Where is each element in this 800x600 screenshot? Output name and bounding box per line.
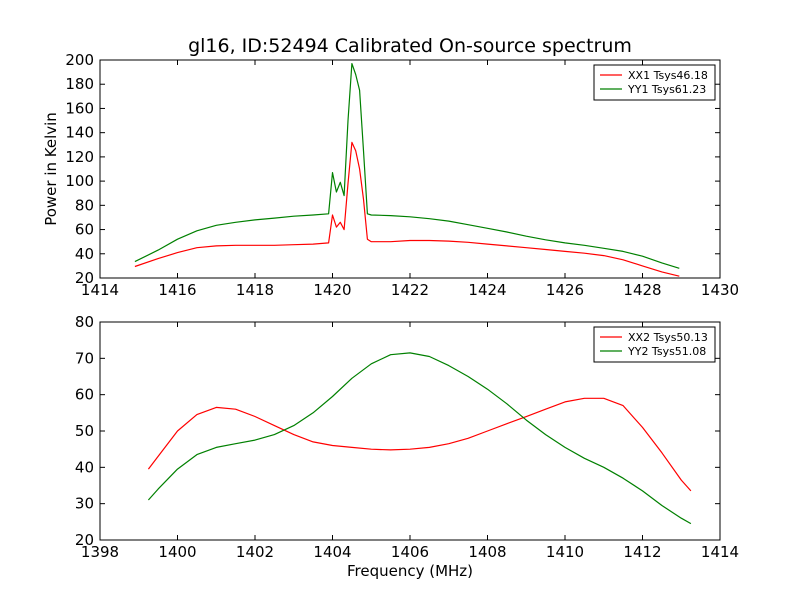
top-y-tick-label: 60 <box>75 221 94 239</box>
bottom-y-tick-label: 20 <box>75 531 94 549</box>
top-x-tick-label: 1426 <box>546 281 584 299</box>
top-chart-title: gl16, ID:52494 Calibrated On-source spec… <box>188 35 632 57</box>
bottom-y-tick-label: 60 <box>75 386 94 404</box>
top-y-tick-label: 20 <box>75 269 94 287</box>
bottom-x-tick-label: 1404 <box>313 543 351 561</box>
top-legend-label-1: XX1 Tsys46.18 <box>628 69 708 82</box>
top-series-line-1 <box>134 141 680 277</box>
bottom-subplot: Frequency (MHz) 1398 1400 1402 1404 1406 1408… <box>75 313 739 580</box>
bottom-y-tick-label: 30 <box>75 495 94 513</box>
top-y-tick-label: 100 <box>65 172 94 190</box>
top-x-tick-label: 1422 <box>391 281 429 299</box>
top-y-tick-label: 140 <box>65 124 94 142</box>
bottom-x-tick-label: 1406 <box>391 543 429 561</box>
top-series-line-2 <box>134 62 680 269</box>
top-y-tick-label: 120 <box>65 148 94 166</box>
bottom-x-tick-label: 1400 <box>158 543 196 561</box>
top-legend-label-2: YY1 Tsys61.23 <box>627 83 706 96</box>
bottom-legend-label-1: XX2 Tsys50.13 <box>628 331 708 344</box>
top-subplot: gl16, ID:52494 Calibrated On-source spec… <box>42 35 739 299</box>
top-x-tick-label: 1418 <box>236 281 274 299</box>
bottom-axis-ticks: 1398 1400 1402 1404 1406 1408 1410 1412 1414 20 30… <box>75 313 739 561</box>
bottom-y-tick-label: 50 <box>75 422 94 440</box>
bottom-x-tick-label: 1412 <box>623 543 661 561</box>
top-axis-ticks: 1414 1416 1418 1420 1422 1424 1426 1428 1430 20 40… <box>65 51 739 299</box>
top-y-tick-label: 160 <box>65 99 94 117</box>
top-x-tick-label: 1430 <box>701 281 739 299</box>
top-x-tick-label: 1414 <box>81 281 119 299</box>
bottom-x-tick-label: 1410 <box>546 543 584 561</box>
bottom-x-tick-label: 1408 <box>468 543 506 561</box>
top-plot-marks <box>134 62 680 277</box>
bottom-series-line-2 <box>147 352 692 525</box>
bottom-legend-label-2: YY2 Tsys51.08 <box>627 345 706 358</box>
top-y-tick-label: 40 <box>75 245 94 263</box>
bottom-x-tick-label: 1402 <box>236 543 274 561</box>
bottom-x-axis-label: Frequency (MHz) <box>347 562 473 580</box>
bottom-y-tick-label: 80 <box>75 313 94 331</box>
bottom-x-tick-label: 1414 <box>701 543 739 561</box>
top-x-tick-label: 1420 <box>313 281 351 299</box>
top-y-axis-label: Power in Kelvin <box>42 112 60 226</box>
top-x-tick-label: 1428 <box>623 281 661 299</box>
top-y-tick-label: 80 <box>75 196 94 214</box>
bottom-legend-box <box>593 326 716 363</box>
top-x-tick-label: 1416 <box>158 281 196 299</box>
bottom-y-tick-label: 70 <box>75 349 94 367</box>
top-y-tick-label: 180 <box>65 75 94 93</box>
top-x-tick-label: 1424 <box>468 281 506 299</box>
top-legend-box <box>593 64 716 101</box>
bottom-x-tick-label: 1398 <box>81 543 119 561</box>
bottom-series-line-1 <box>147 397 692 492</box>
top-y-tick-label: 200 <box>65 51 94 69</box>
bottom-y-tick-label: 40 <box>75 458 94 476</box>
bottom-plot-marks <box>147 352 692 525</box>
